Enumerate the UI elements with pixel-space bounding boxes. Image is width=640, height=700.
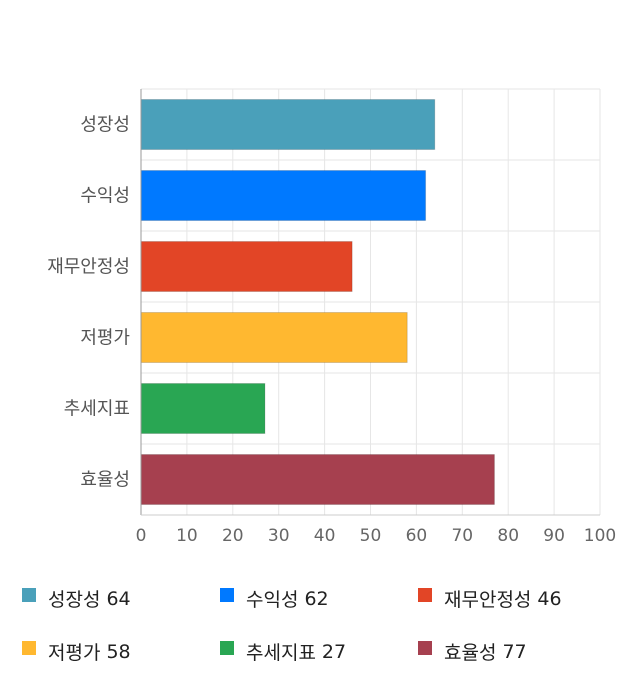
x-tick-label: 10 xyxy=(176,526,198,546)
x-tick-label: 80 xyxy=(497,526,519,546)
bar-5 xyxy=(140,383,266,434)
legend-item[interactable]: 재무안정성 46 xyxy=(418,585,562,612)
legend-value: 58 xyxy=(106,640,131,663)
legend-item[interactable]: 성장성 64 xyxy=(22,585,131,612)
legend-label: 효율성 xyxy=(444,642,497,664)
x-tick-label: 70 xyxy=(451,526,473,546)
x-tick-label: 50 xyxy=(360,526,382,546)
category-label: 추세지표 xyxy=(64,399,130,420)
legend-swatch xyxy=(418,587,432,602)
x-tick-label: 20 xyxy=(222,526,244,546)
x-tick-label: 30 xyxy=(268,526,290,546)
legend-value: 27 xyxy=(321,640,347,663)
legend-swatch xyxy=(22,640,36,655)
bar-1 xyxy=(140,99,436,150)
x-tick-label: 60 xyxy=(406,526,428,546)
legend-label: 재무안정성 xyxy=(444,589,532,611)
legend-label: 추세지표 xyxy=(246,642,316,664)
legend-swatch xyxy=(22,587,36,602)
x-tick-label: 40 xyxy=(314,526,336,546)
bar-4 xyxy=(140,312,408,363)
category-label: 재무안정성 xyxy=(47,257,130,278)
legend-value: 46 xyxy=(537,587,562,610)
legend-swatch xyxy=(220,587,234,602)
category-label: 수익성 xyxy=(80,186,130,207)
category-label: 효율성 xyxy=(80,470,130,491)
legend-label: 성장성 xyxy=(48,589,101,611)
bar-chart: 0 10 20 30 40 50 60 70 80 90 100 성장성수익성재무안정성저평가추세지표… xyxy=(47,88,616,546)
x-tick-label: 0 xyxy=(136,526,147,546)
legend-item[interactable]: 추세지표 27 xyxy=(220,638,346,665)
x-tick-label: 100 xyxy=(584,526,616,546)
legend-item[interactable]: 수익성 62 xyxy=(220,585,329,612)
category-label: 저평가 xyxy=(80,328,130,349)
x-tick-label: 90 xyxy=(543,526,565,546)
legend-value: 62 xyxy=(304,587,329,610)
bar-6 xyxy=(140,454,495,505)
legend-label: 수익성 xyxy=(246,589,299,611)
legend-swatch xyxy=(220,640,234,655)
legend-value: 77 xyxy=(502,640,527,663)
legend-value: 64 xyxy=(106,587,131,610)
legend-item[interactable]: 효율성 77 xyxy=(418,638,527,665)
bar-3 xyxy=(140,241,353,292)
bar-2 xyxy=(140,170,427,221)
legend-label: 저평가 xyxy=(48,642,101,664)
legend-swatch xyxy=(418,640,432,655)
legend-item[interactable]: 저평가 58 xyxy=(22,638,131,665)
category-label: 성장성 xyxy=(80,115,130,136)
